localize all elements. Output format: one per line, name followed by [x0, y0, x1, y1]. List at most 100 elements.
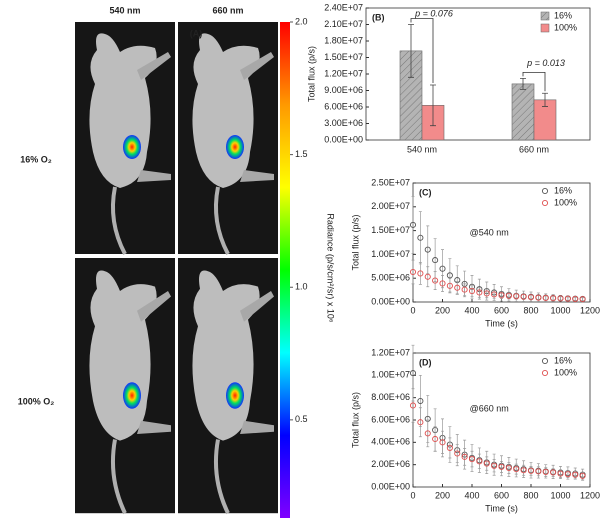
data-point — [505, 292, 512, 299]
data-point — [483, 290, 490, 297]
error-bar — [418, 407, 422, 438]
data-point — [542, 294, 549, 302]
data-point — [505, 464, 512, 472]
panel-label: (B) — [372, 12, 385, 22]
error-bar — [573, 297, 577, 301]
y-tick-label: 1.20E+07 — [324, 68, 363, 78]
y-tick-label: 8.00E+06 — [371, 392, 410, 402]
mouse-image — [73, 20, 177, 256]
error-bar — [411, 259, 415, 285]
data-point — [579, 296, 586, 303]
x-tick-label: 200 — [435, 490, 450, 500]
y-axis-label: Total flux (p/s) — [350, 392, 360, 448]
data-point — [446, 282, 453, 289]
legend-label: 16% — [554, 355, 572, 365]
error-bar — [448, 278, 452, 294]
annotation: @540 nm — [470, 227, 509, 237]
data-point — [409, 402, 417, 409]
data-point — [513, 293, 520, 300]
colorbar-tick-label: 1.5 — [295, 149, 308, 159]
data-point — [579, 472, 586, 479]
y-tick-label: 2.50E+07 — [371, 177, 410, 187]
data-point — [527, 294, 535, 301]
error-bar — [551, 295, 555, 301]
legend-hatch — [541, 12, 549, 20]
annotation: @660 nm — [470, 404, 509, 414]
error-bar — [507, 292, 511, 300]
x-tick-label: 1200 — [580, 305, 600, 315]
data-point — [424, 430, 431, 437]
panel-label: (C) — [419, 187, 432, 197]
data-point — [498, 463, 505, 470]
data-point — [439, 265, 446, 272]
legend-label: 100% — [554, 22, 577, 32]
colorbar-tick-label: 2.0 — [295, 16, 308, 26]
data-point — [572, 295, 579, 302]
y-tick-label: 0.00E+00 — [371, 481, 410, 491]
error-bar — [463, 448, 467, 466]
error-bar — [455, 444, 459, 463]
error-bar — [441, 274, 444, 292]
column-label: 540 nm — [109, 5, 140, 15]
error-bar — [485, 456, 489, 471]
data-point — [417, 270, 424, 277]
data-point — [483, 460, 490, 467]
y-tick-label: 9.00E+06 — [324, 85, 363, 95]
legend-marker — [541, 357, 549, 365]
error-bar — [433, 271, 437, 290]
data-point — [461, 453, 468, 460]
data-point — [491, 291, 498, 298]
error-bar — [470, 450, 474, 468]
data-point — [432, 435, 439, 443]
data-point — [439, 439, 446, 446]
error-bar — [411, 195, 415, 254]
y-tick-label: 6.00E+06 — [324, 101, 363, 111]
y-tick-label: 1.50E+07 — [324, 52, 363, 62]
error-bar — [418, 211, 422, 265]
x-tick-label: 660 nm — [519, 144, 549, 154]
error-bar — [430, 84, 436, 127]
error-bar — [463, 283, 467, 296]
data-point — [417, 419, 424, 426]
data-point — [446, 272, 453, 279]
data-point — [498, 292, 505, 299]
error-bar — [477, 287, 481, 298]
legend-label: 100% — [554, 367, 577, 377]
data-point — [550, 295, 557, 302]
x-tick-label: 400 — [464, 305, 479, 315]
y-axis-label: Total flux (p/s) — [350, 214, 360, 270]
error-bar — [448, 437, 452, 459]
column-label: 660 nm — [212, 5, 243, 15]
data-point — [454, 284, 461, 291]
y-tick-label: 1.00E+07 — [371, 249, 410, 259]
data-point — [564, 471, 571, 478]
data-point — [491, 462, 498, 469]
y-tick-label: 3.00E+06 — [324, 118, 363, 128]
error-bar — [522, 464, 526, 476]
x-tick-label: 1000 — [550, 305, 570, 315]
error-bar — [520, 78, 526, 90]
bar-hatch — [512, 83, 534, 140]
error-bar — [426, 225, 430, 274]
data-point — [417, 397, 424, 405]
error-bar — [441, 430, 444, 454]
error-bar — [566, 296, 570, 301]
y-tick-label: 1.80E+07 — [324, 35, 363, 45]
y-tick-label: 2.40E+07 — [324, 2, 363, 12]
data-point — [432, 277, 439, 284]
bar-hatch — [400, 50, 422, 140]
y-axis-label: Total flux (p/s) — [306, 46, 316, 102]
error-bar — [433, 426, 437, 452]
y-tick-label: 5.00E+06 — [371, 273, 410, 283]
data-point — [417, 234, 424, 241]
y-tick-label: 2.00E+07 — [371, 201, 410, 211]
data-point — [557, 470, 564, 477]
error-bar — [426, 419, 430, 448]
y-tick-label: 0.00E+00 — [324, 134, 363, 144]
legend-label: 16% — [554, 185, 572, 195]
x-axis-label: Time (s) — [485, 318, 518, 328]
data-point — [535, 294, 542, 301]
data-point — [461, 286, 468, 293]
mouse-image — [178, 258, 278, 513]
